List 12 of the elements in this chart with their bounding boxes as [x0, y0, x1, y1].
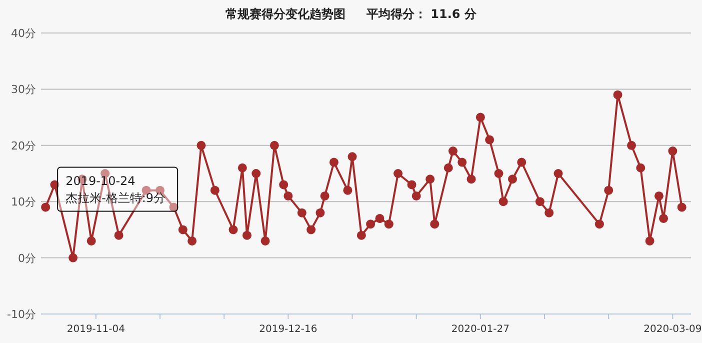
y-tick-label: 30分	[11, 83, 36, 96]
x-tick-label: 2019-11-04	[66, 324, 125, 335]
annotation: 2019-10-24 杰拉米-格兰特:9分	[66, 174, 166, 206]
x-tick-label: 2020-01-27	[451, 324, 510, 335]
chart-title: 常规赛得分变化趋势图 平均得分： 11.6 分	[226, 7, 478, 21]
y-tick-label: 10分	[11, 196, 36, 209]
x-tick-label: 2020-03-09	[644, 324, 702, 335]
x-tick-label: 2019-12-16	[259, 324, 318, 335]
y-tick-label: 20分	[11, 139, 36, 152]
y-tick-label: -10分	[7, 308, 36, 321]
y-tick-label: 40分	[11, 27, 36, 40]
y-tick-label: 0分	[18, 252, 36, 265]
